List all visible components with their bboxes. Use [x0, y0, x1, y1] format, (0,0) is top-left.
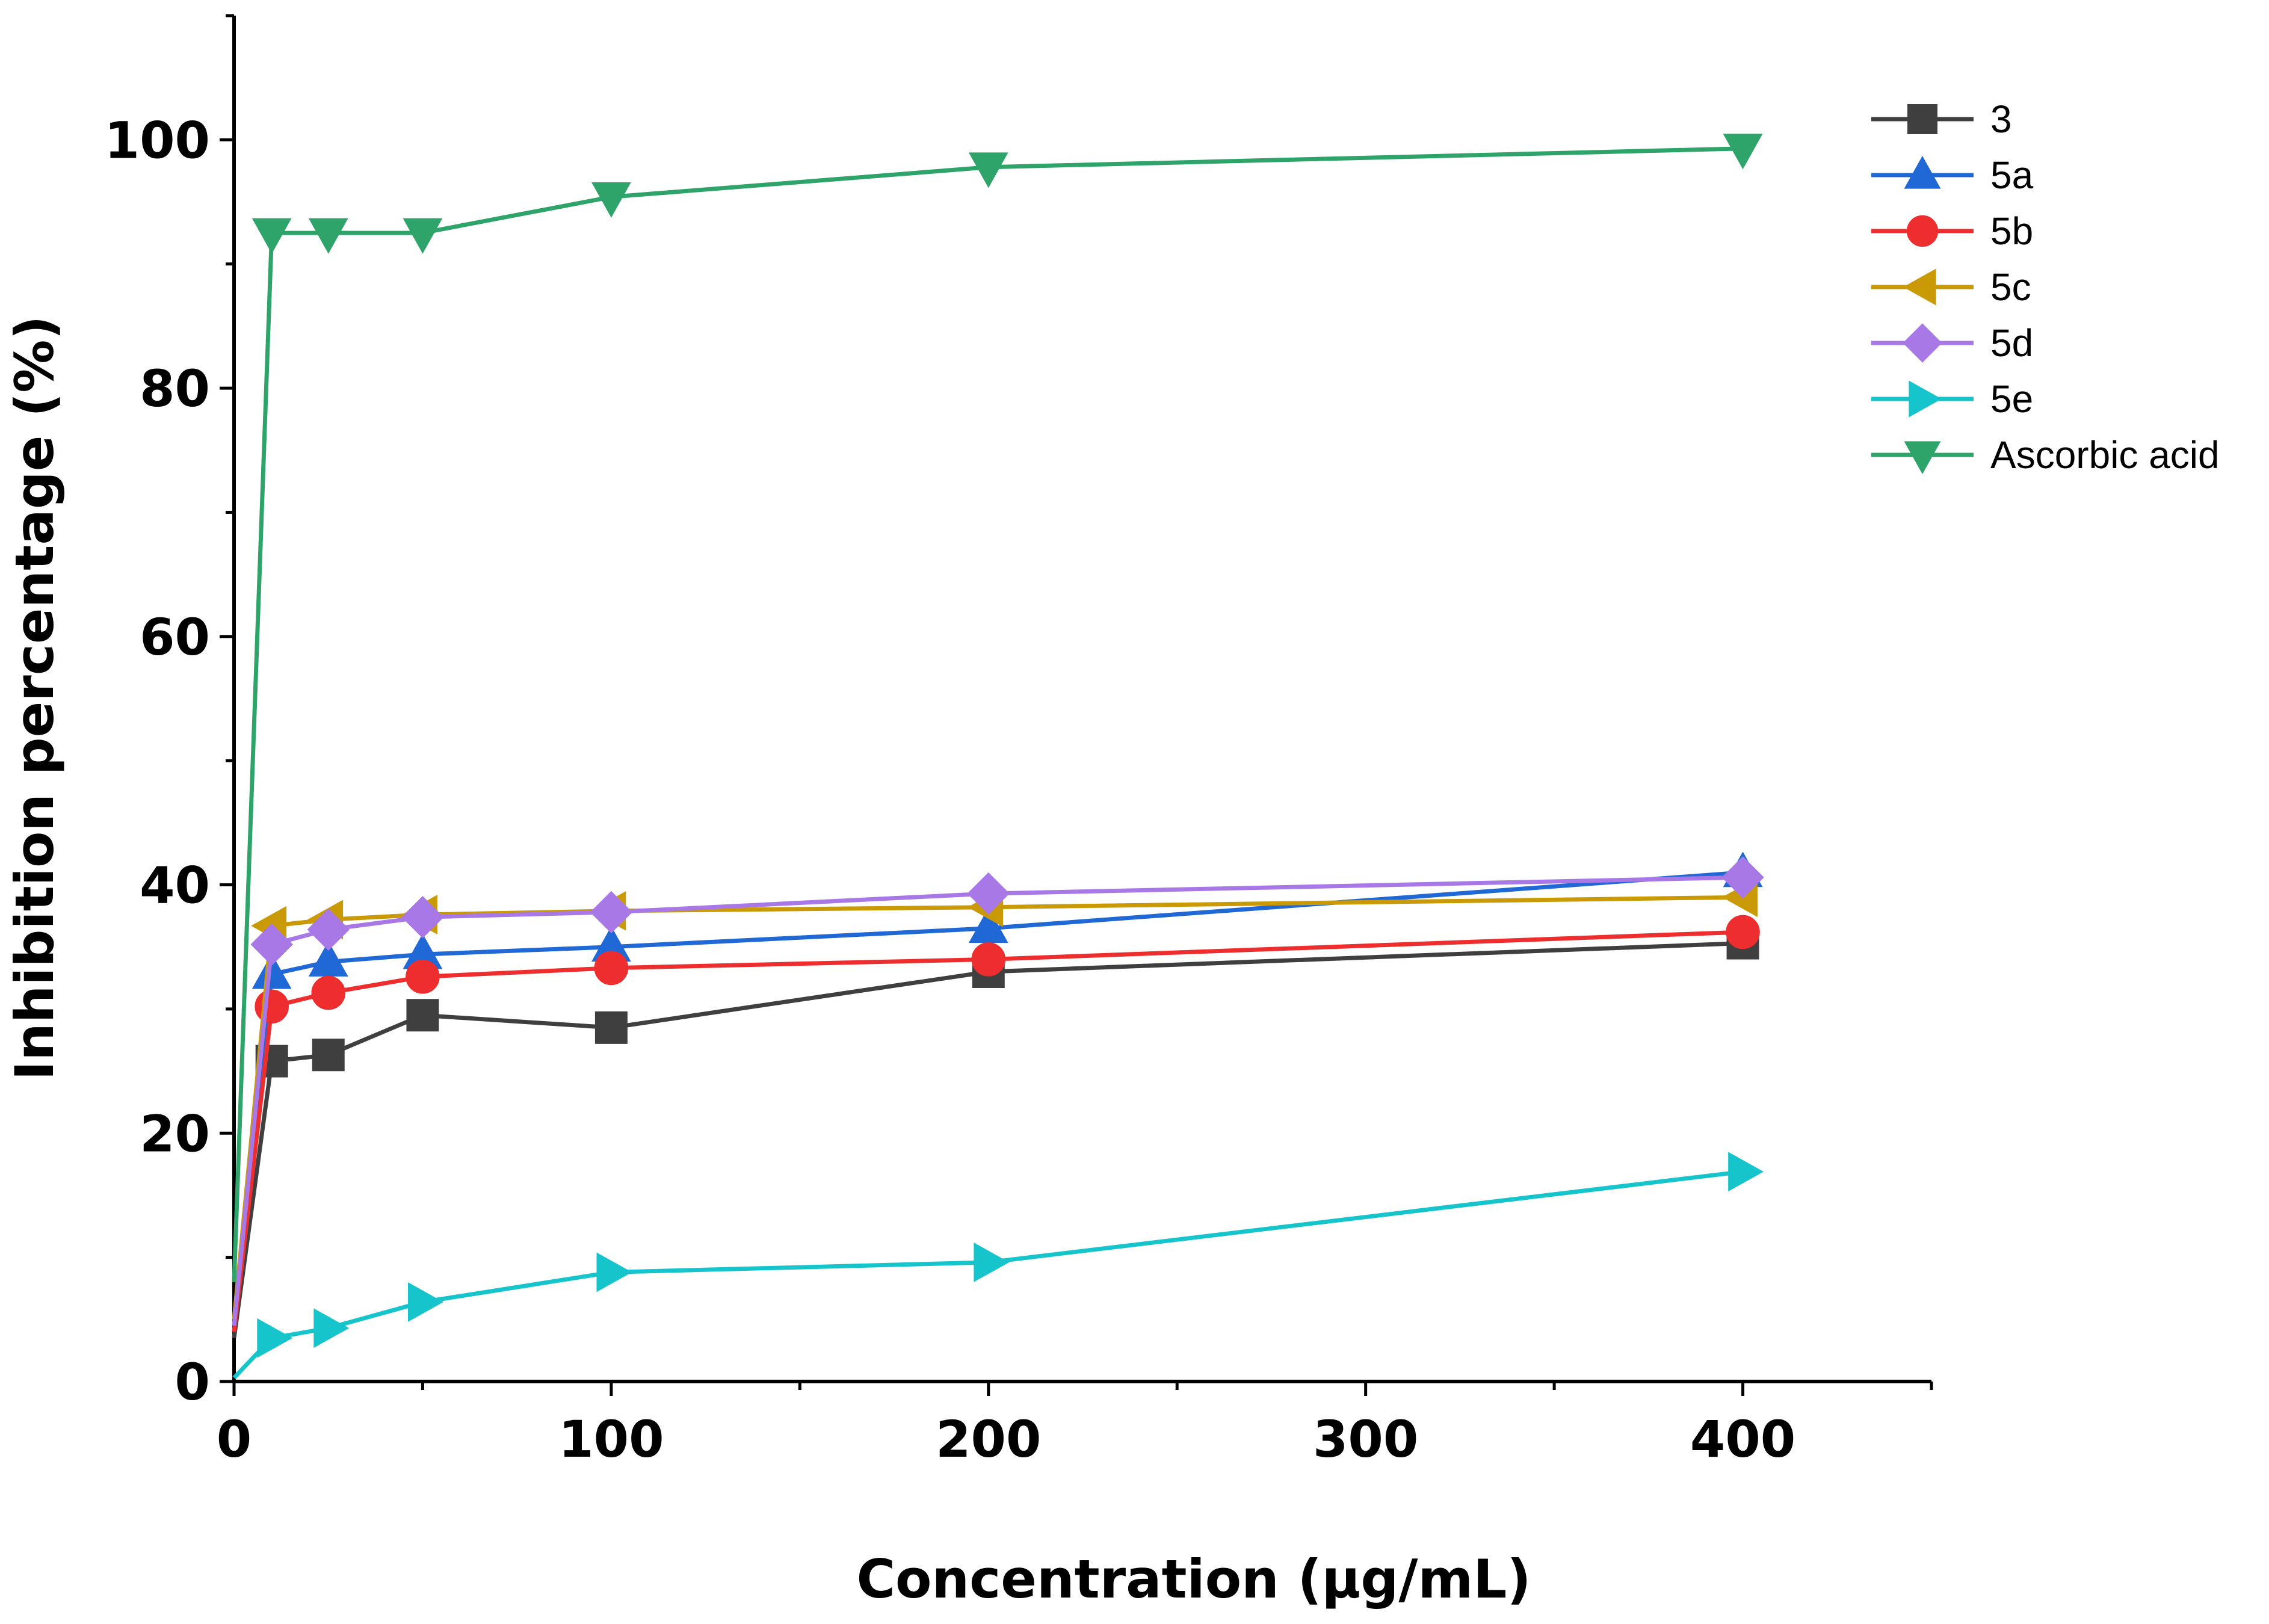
legend-label: 5e: [1990, 377, 2033, 421]
legend-marker: [1904, 441, 1941, 475]
data-point-5b: [1726, 915, 1760, 949]
data-point-ascorbic-acid: [252, 218, 292, 254]
data-point-3: [594, 1011, 628, 1044]
data-point-5e: [408, 1282, 443, 1322]
legend-item-ascorbic-acid: Ascorbic acid: [1871, 433, 2220, 477]
data-point-5d: [1721, 856, 1764, 899]
x-tick-label: 300: [1313, 1410, 1418, 1469]
y-tick-label: 0: [175, 1353, 210, 1412]
series-line-5e: [232, 1169, 1744, 1380]
series-line-3: [232, 941, 1743, 1339]
y-axis-title: Inhibition percentage (%): [4, 315, 66, 1080]
x-tick-label: 400: [1690, 1410, 1795, 1469]
data-point-5b: [594, 951, 629, 986]
legend-label: 5c: [1990, 265, 2031, 309]
legend-item-5a: 5a: [1871, 153, 2034, 197]
legend-marker: [1903, 268, 1936, 306]
legend-marker: [1904, 155, 1941, 189]
data-point-5d: [967, 872, 1010, 915]
data-point-5b: [255, 989, 289, 1024]
data-point-5d: [401, 895, 444, 939]
data-point-5b: [971, 942, 1006, 977]
data-point-5e: [257, 1318, 293, 1358]
series-5e: [232, 1152, 1764, 1380]
legend-marker: [1903, 323, 1942, 363]
legend-label: 5a: [1990, 153, 2034, 197]
data-point-ascorbic-acid: [308, 218, 348, 254]
data-point-ascorbic-acid: [1723, 134, 1763, 170]
y-tick-label: 100: [105, 111, 210, 170]
legend-marker: [1909, 380, 1942, 418]
legend-marker: [1907, 104, 1937, 134]
data-point-ascorbic-acid: [968, 152, 1008, 188]
series-ascorbic-acid: [232, 134, 1763, 1283]
data-point-5b: [406, 959, 440, 994]
legend-item-5b: 5b: [1871, 209, 2033, 253]
y-tick-label: 20: [140, 1104, 210, 1163]
legend: 3 5a 5b 5c 5d 5e Ascorbic acid: [1871, 97, 2220, 477]
data-point-5d: [590, 891, 633, 934]
series-layer: [232, 134, 1764, 1380]
data-point-5e: [313, 1308, 350, 1348]
data-point-5d: [307, 908, 350, 951]
x-tick-label: 100: [558, 1410, 664, 1469]
data-point-5e: [1728, 1152, 1764, 1192]
series-line-ascorbic-acid: [232, 146, 1743, 1283]
x-tick-label: 200: [936, 1410, 1041, 1469]
legend-label: Ascorbic acid: [1990, 433, 2220, 477]
series-3: [232, 927, 1759, 1339]
data-point-ascorbic-acid: [403, 218, 443, 254]
x-tick-label: 0: [217, 1410, 252, 1469]
y-tick-label: 80: [140, 359, 210, 418]
legend-label: 3: [1990, 97, 2012, 141]
legend-item-3: 3: [1871, 97, 2012, 141]
legend-item-5c: 5c: [1871, 265, 2031, 309]
legend-marker: [1906, 215, 1939, 247]
legend-label: 5b: [1990, 209, 2033, 253]
data-point-ascorbic-acid: [591, 182, 631, 218]
y-tick-label: 60: [140, 608, 210, 667]
data-point-3: [406, 999, 439, 1032]
x-axis-title: Concentration (µg/mL): [856, 1548, 1531, 1610]
data-point-5d: [250, 923, 293, 966]
data-point-3: [312, 1039, 345, 1072]
series-5d: [232, 856, 1764, 1326]
data-point-5b: [311, 975, 346, 1010]
data-point-5e: [596, 1252, 632, 1292]
legend-label: 5d: [1990, 321, 2033, 365]
legend-item-5d: 5d: [1871, 321, 2033, 365]
axes: 0 20 40 60 80 100 0 100 200 300 400: [105, 14, 1933, 1469]
data-point-5e: [974, 1242, 1010, 1282]
legend-item-5e: 5e: [1871, 377, 2033, 421]
data-point-5a: [252, 953, 292, 989]
series-5b: [232, 915, 1760, 1332]
y-tick-label: 40: [140, 856, 210, 915]
